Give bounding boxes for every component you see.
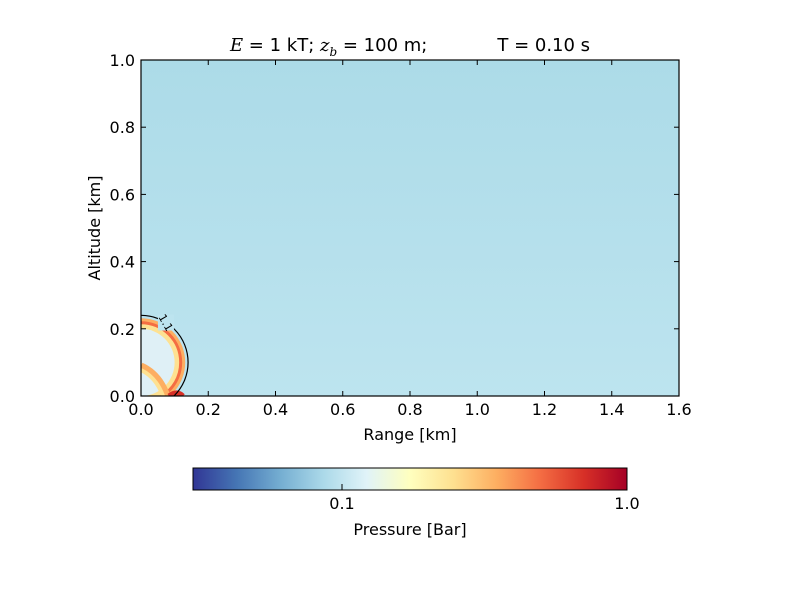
chart-title: E = 1 kT; zb = 100 m; T = 0.10 s	[229, 35, 590, 59]
y-tick-label: 0.4	[110, 253, 135, 272]
title-depth-subscript: b	[329, 45, 337, 59]
x-axis-ticks: 0.0 0.2 0.4 0.6 0.8 1.0 1.2 1.4 1.6	[128, 60, 692, 419]
title-energy-value: = 1 kT;	[243, 35, 320, 56]
x-tick-label: 0.6	[330, 400, 355, 419]
colorbar: 0.1 1.0 Pressure [Bar]	[192, 467, 640, 539]
x-tick-label: 0.8	[397, 400, 422, 419]
colorbar-tick-label: 0.1	[329, 494, 354, 513]
shock-front: 1.1	[141, 312, 189, 396]
x-axis-label: Range [km]	[363, 425, 456, 444]
title-depth-symbol: z	[319, 35, 330, 56]
y-axis-ticks: 0.0 0.2 0.4 0.6 0.8 1.0	[110, 51, 679, 406]
y-tick-label: 1.0	[110, 51, 135, 70]
y-tick-label: 0.2	[110, 320, 135, 339]
title-energy-symbol: E	[229, 35, 243, 56]
ground-reflection	[141, 362, 171, 396]
title-time: T = 0.10 s	[496, 35, 590, 56]
colorbar-label: Pressure [Bar]	[353, 520, 466, 539]
plot-area: 1.1 0.0 0.2 0.4 0.6 0.8 1.0 1.2 1.4 1.6 0.00.20.…	[110, 51, 692, 419]
contour-label-gap	[157, 314, 174, 331]
y-axis-label: Altitude [km]	[85, 176, 104, 281]
shock-ring-band	[141, 318, 186, 396]
x-tick-label: 1.4	[599, 400, 624, 419]
colorbar-gradient	[192, 467, 628, 491]
x-tick-label: 0.0	[128, 400, 153, 419]
colorbar-ticks: 0.1 1.0	[329, 484, 640, 513]
y-tick-label: 0.0	[110, 387, 135, 406]
x-tick-label: 0.2	[196, 400, 221, 419]
ground-reflection-inner	[141, 368, 165, 396]
x-tick-label: 1.6	[666, 400, 691, 419]
pressure-field-background	[141, 60, 679, 396]
y-tick-label: 0.8	[110, 118, 135, 137]
title-depth-value: = 100 m;	[337, 35, 427, 56]
x-tick-label: 1.0	[465, 400, 490, 419]
colorbar-tick-label: 1.0	[614, 494, 639, 513]
shock-interior	[141, 328, 175, 396]
x-tick-label: 1.2	[532, 400, 557, 419]
x-tick-label: 0.4	[263, 400, 288, 419]
y-tick-label: 0.6	[110, 185, 135, 204]
